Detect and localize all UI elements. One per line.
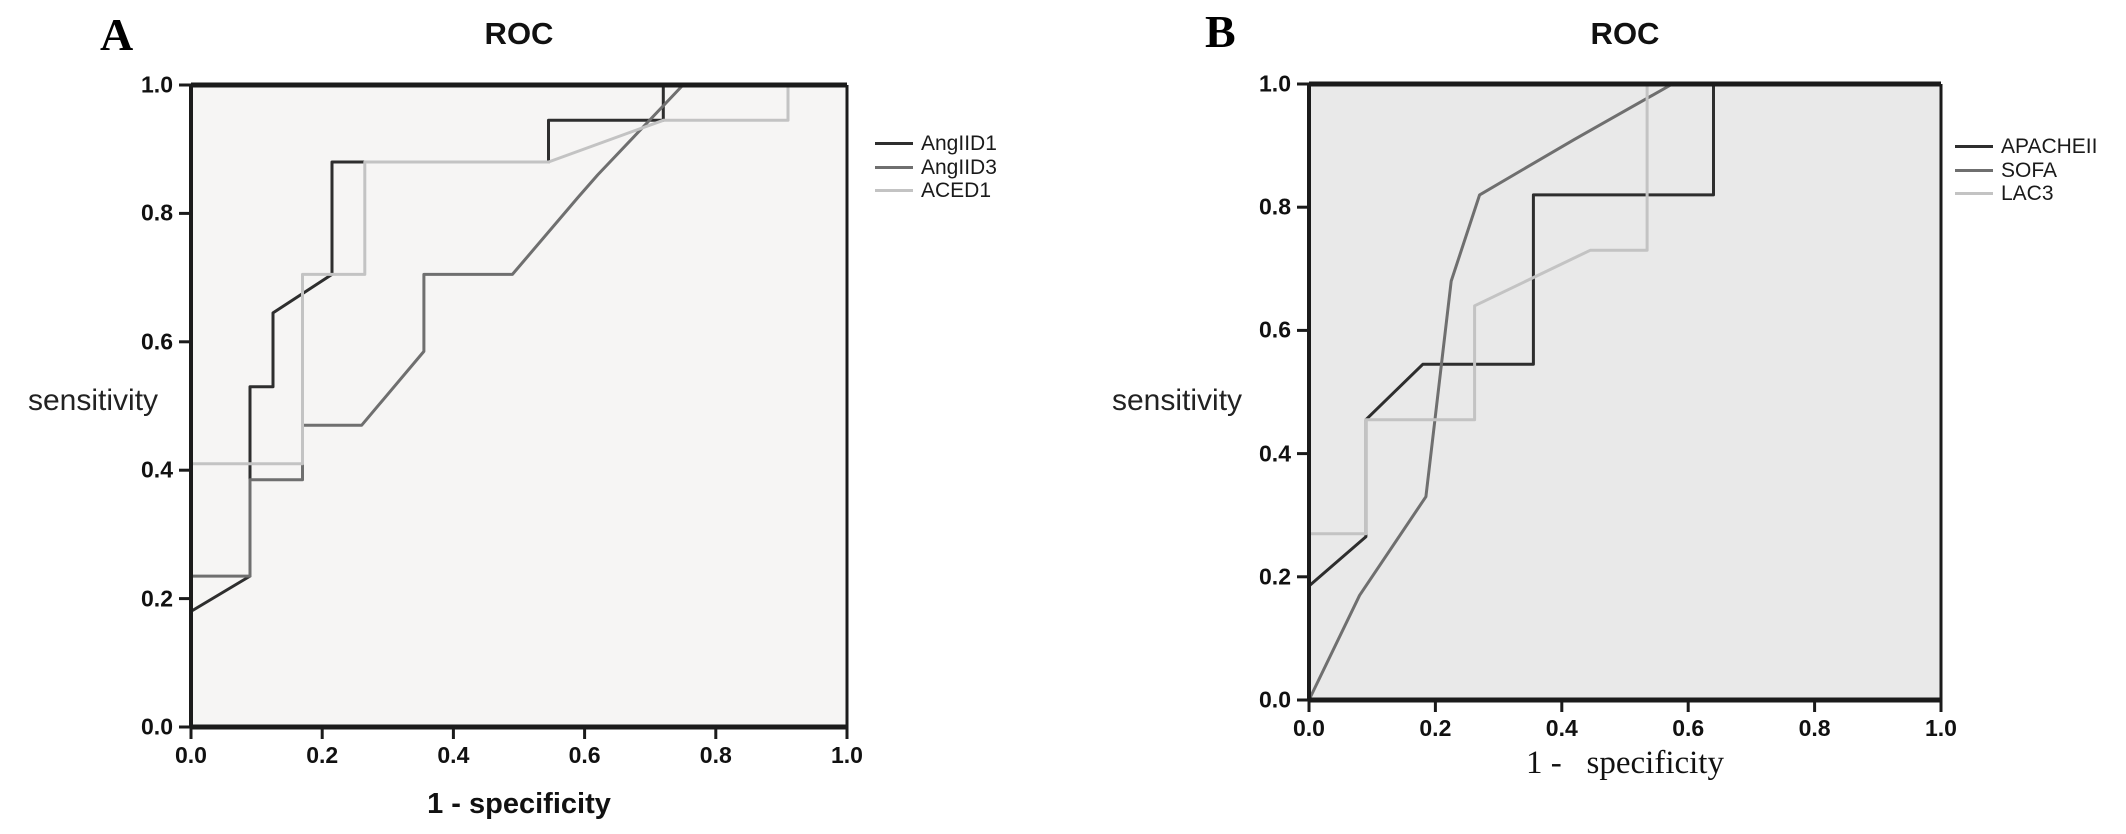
legend-line-swatch [875, 141, 913, 145]
x-tick-label: 0.6 [568, 742, 601, 768]
x-tick-label: 0.2 [306, 742, 339, 768]
panel-a-ylabel: sensitivity [28, 384, 159, 417]
x-tick-label: 0.2 [1419, 715, 1452, 741]
legend-label: ACED1 [921, 178, 992, 202]
legend-item: AngIID3 [875, 155, 997, 179]
roc-curve-LAC3 [1309, 82, 1941, 536]
y-tick-label: 0.6 [1259, 316, 1291, 343]
roc-curve-AngIID1 [190, 83, 847, 613]
y-tick-label: 0.6 [141, 328, 173, 355]
panel-a-xlabel: 1 - specificity [427, 788, 611, 820]
roc-curve-AngIID3 [191, 83, 847, 578]
panel-a-title: ROC [484, 16, 554, 51]
y-tick-label: 0.4 [141, 456, 173, 483]
legend-label: LAC3 [2001, 181, 2054, 205]
legend-item: ACED1 [875, 178, 991, 202]
roc-curve-ACED1 [191, 83, 847, 466]
panel-b-xlabel: 1 - specificity [1526, 745, 1724, 781]
panel-b-ylabel: sensitivity [1112, 384, 1243, 417]
legend-item: SOFA [1955, 158, 2057, 182]
y-tick-label: 0.0 [141, 713, 173, 740]
legend-line-swatch [1955, 191, 1993, 195]
y-tick-label: 0.4 [1259, 440, 1291, 467]
plot-area-A [191, 85, 847, 727]
legend-line-swatch [1955, 144, 1993, 148]
legend-item: LAC3 [1955, 181, 2054, 205]
y-tick-label: 1.0 [141, 71, 173, 98]
legend-item: APACHEII [1955, 134, 2097, 158]
legend-label: SOFA [2001, 158, 2058, 182]
y-tick-label: 1.0 [1259, 70, 1291, 97]
legend-label: AngIID1 [921, 131, 997, 155]
y-tick-label: 0.2 [141, 585, 173, 612]
legend-line-swatch [875, 165, 913, 169]
legend-label: AngIID3 [921, 155, 997, 179]
x-tick-label: 0.8 [1798, 715, 1831, 741]
legend-line-swatch [875, 188, 913, 192]
legend-line-swatch [1955, 168, 1993, 172]
x-tick-label: 1.0 [831, 742, 863, 768]
y-tick-label: 0.2 [1259, 563, 1291, 590]
x-tick-label: 1.0 [1925, 715, 1957, 741]
x-tick-label: 0.4 [437, 742, 470, 768]
y-tick-label: 0.0 [1259, 686, 1291, 713]
y-tick-label: 0.8 [1259, 193, 1291, 220]
panel-a-letter: A [100, 9, 134, 60]
panel-b-title: ROC [1590, 16, 1660, 51]
x-tick-label: 0.8 [699, 742, 732, 768]
roc-curve-SOFA [1307, 82, 1941, 701]
x-tick-label: 0.0 [1293, 715, 1325, 741]
x-tick-label: 0.6 [1672, 715, 1705, 741]
legend-label: APACHEII [2001, 134, 2098, 158]
y-tick-label: 0.8 [141, 199, 173, 226]
panel-b-letter: B [1205, 6, 1236, 57]
plot-area-B [1309, 84, 1941, 700]
x-tick-label: 0.0 [175, 742, 207, 768]
x-tick-label: 0.4 [1545, 715, 1578, 741]
legend-item: AngIID1 [875, 131, 997, 155]
